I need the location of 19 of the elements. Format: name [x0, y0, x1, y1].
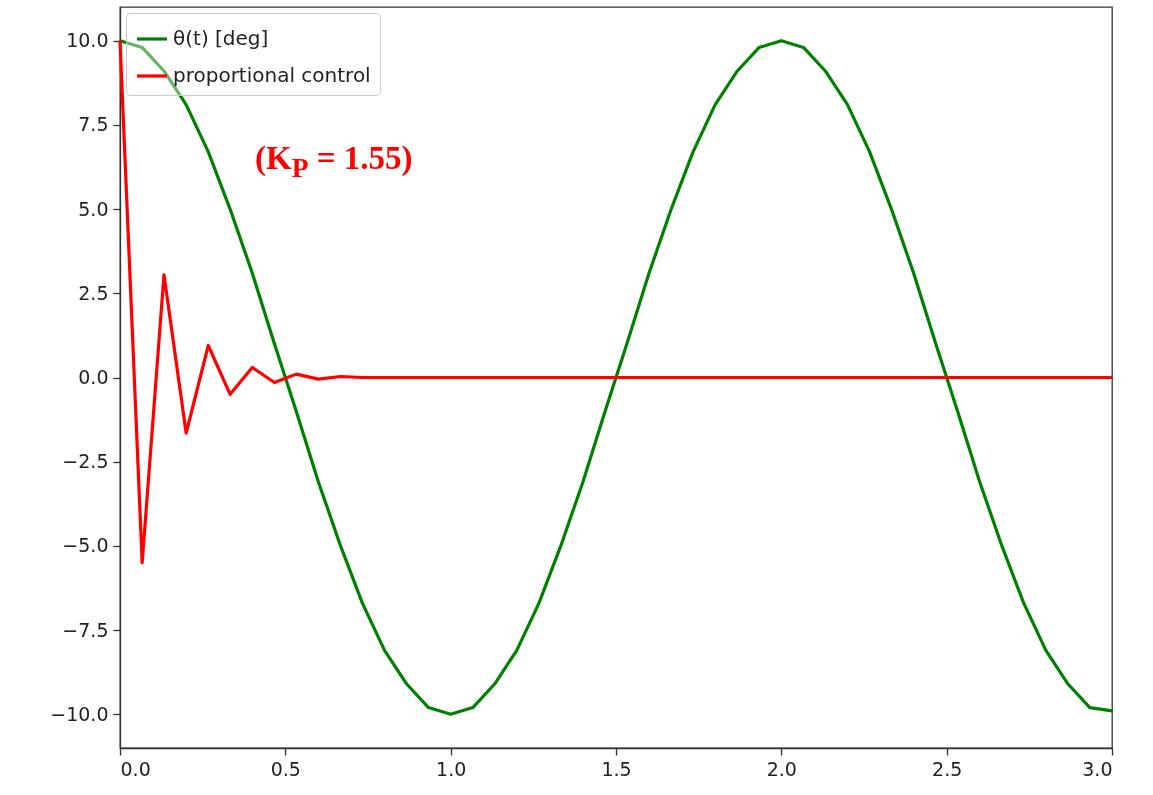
- x-tick-label: 2.0: [766, 757, 797, 780]
- annotation: (K$_{P}$ = 1.55): [255, 140, 413, 184]
- y-tick-label: 2.5: [78, 281, 109, 304]
- y-tick-label: −2.5: [62, 450, 109, 473]
- x-tick-label: 3.0: [1082, 757, 1113, 780]
- x-tick-label: 1.0: [436, 757, 467, 780]
- y-tick-label: 7.5: [78, 113, 109, 136]
- x-tick-label: 0.5: [270, 757, 301, 780]
- x-tick-label: 1.5: [601, 757, 632, 780]
- x-tick-label: 2.5: [932, 757, 963, 780]
- y-tick-label: −5.0: [62, 534, 109, 557]
- y-tick-label: 5.0: [78, 197, 109, 220]
- y-tick-label: 10.0: [66, 29, 109, 52]
- y-tick-label: −10.0: [50, 702, 109, 725]
- legend-label: proportional control: [173, 63, 371, 87]
- y-tick-label: 0.0: [78, 366, 109, 388]
- legend-label: θ(t) [deg]: [173, 26, 269, 50]
- x-tick-label: 0.0: [120, 757, 151, 780]
- y-tick-label: −7.5: [62, 618, 109, 641]
